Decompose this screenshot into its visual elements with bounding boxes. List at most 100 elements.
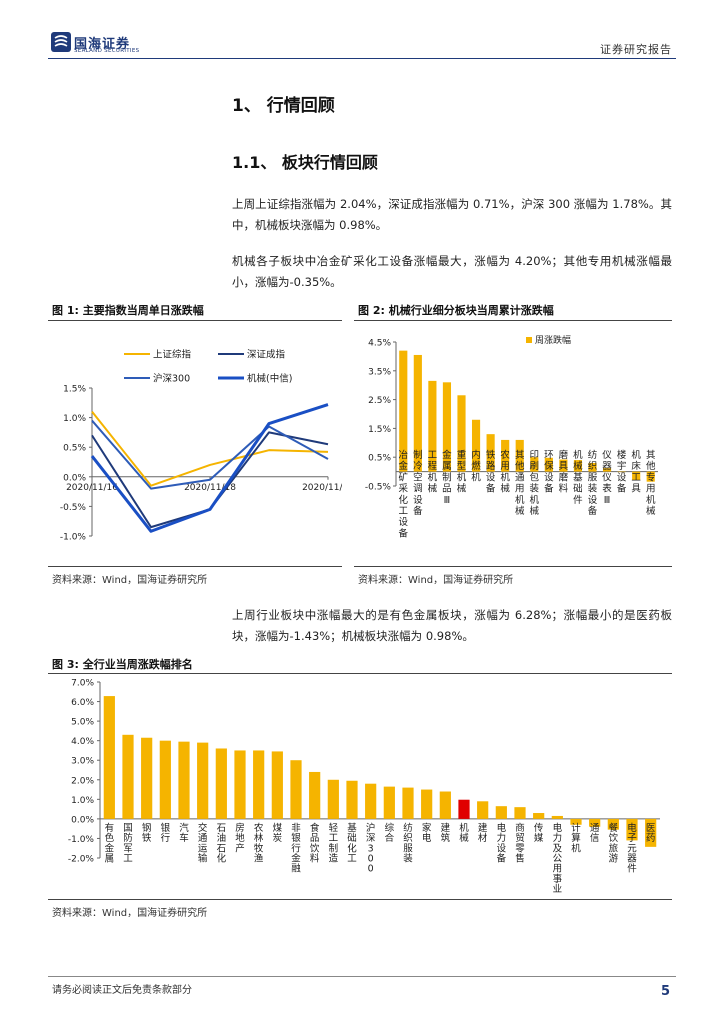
y-tick-label: 5.0% <box>71 718 94 728</box>
figure-2-top-rule <box>354 320 672 321</box>
category-label: 纺织服装 <box>403 822 413 865</box>
bar-印刷包装机械 <box>530 457 539 472</box>
company-logo <box>50 30 142 56</box>
category-label: 电力设备 <box>497 822 507 865</box>
x-tick-label: 2020/11/20 <box>302 483 342 493</box>
paragraph-index-summary: 上周上证综指涨幅为 2.04%，深证成指涨幅为 0.71%，沪深 300 涨幅为… <box>232 197 672 232</box>
paragraph-subsector-summary: 机械各子板块中冶金矿采化工设备涨幅最大，涨幅为 4.20%；其他专用机械涨幅最小… <box>232 254 672 289</box>
disclaimer-note: 请务必阅读正文后免责条款部分 <box>52 985 192 996</box>
figure-2-bottom-rule <box>354 566 672 567</box>
category-label: 沪深 3 0 0 <box>366 822 376 875</box>
category-label: 建材 <box>478 822 488 844</box>
bar-综合 <box>383 786 395 819</box>
subsection-heading: 1.1、 板块行情回顾 <box>232 153 378 172</box>
bar-环保设备 <box>544 457 553 472</box>
bar-工程机械 <box>428 380 437 472</box>
category-label: 纺织服装设备 <box>588 449 598 517</box>
bar-机械基础件 <box>573 460 583 472</box>
bar-交通运输 <box>197 742 209 819</box>
bar-电力设备 <box>495 806 507 819</box>
bar-电子元器件 <box>626 818 638 841</box>
category-label: 计算机 <box>571 822 581 854</box>
bar-金属制品Ⅲ <box>442 382 452 472</box>
legend-label: 深证成指 <box>247 349 286 361</box>
bar-家电 <box>421 789 433 819</box>
category-label: 内燃机 <box>471 449 481 483</box>
bar-机械 <box>458 799 470 819</box>
x-tick-label: 2020/11/16 <box>66 483 118 493</box>
category-label: 交通运输 <box>198 822 208 865</box>
y-tick-label: -0.5% <box>60 503 87 513</box>
bar-磨具磨料 <box>559 459 568 472</box>
category-label: 基础化工 <box>347 822 357 865</box>
category-label: 铁路设备 <box>486 449 496 495</box>
figure-1-bottom-rule <box>48 566 342 567</box>
section-heading: 1、 行情回顾 <box>232 96 335 116</box>
category-label: 磨具磨料 <box>559 450 569 495</box>
y-tick-label: 1.0% <box>63 414 86 424</box>
index-line-chart: 1.5% 1.0% 0.5% 0.0% -0.5% -1.0% 2020/11/16 2020… <box>60 349 342 543</box>
figure-3-title: 图 3: 全行业当周涨跌幅排名 <box>52 658 193 671</box>
y-tick-label: 4.5% <box>368 339 391 349</box>
y-tick-label: -1.0% <box>68 835 95 845</box>
y-tick-label: 0.5% <box>368 454 391 464</box>
industry-ranking-bar-chart: 7.0% 6.0% 5.0% 4.0% 3.0% 2.0% 1.0% 0.0% -1.0% -2.… <box>68 679 660 895</box>
category-label: 仪器仪表 Ⅲ <box>602 450 612 506</box>
figure-1-source: 资料来源：Wind，国海证券研究所 <box>52 575 208 586</box>
x-tick-label: 2020/11/18 <box>184 483 236 493</box>
bar-铁路设备 <box>486 434 495 472</box>
y-tick-label: -1.0% <box>60 533 87 543</box>
category-label: 银行 <box>161 822 171 844</box>
category-label: 印刷包装机械 <box>530 449 540 517</box>
category-label: 石油石化 <box>217 823 227 865</box>
y-tick-label: 1.0% <box>71 796 94 806</box>
legend-swatch <box>526 337 532 343</box>
bar-纺织服装 <box>402 787 414 819</box>
bar-餐饮旅游 <box>607 818 619 830</box>
y-tick-label: 1.5% <box>63 385 86 395</box>
category-label: 传媒 <box>534 822 544 844</box>
bar-计算机 <box>570 818 582 825</box>
category-label: 电力及公用事业 <box>553 822 563 895</box>
category-label: 农用机械 <box>500 449 510 495</box>
bar-煤炭 <box>271 751 283 819</box>
bar-其他专用机械 <box>646 471 655 482</box>
paragraph-industry-summary: 上周行业板块中涨幅最大的是有色金属板块，涨幅为 6.28%；涨幅最小的是医药板块… <box>232 608 672 643</box>
category-label: 国防军工 <box>123 823 133 865</box>
category-label: 煤炭 <box>273 822 283 844</box>
category-label: 其他通用机械 <box>515 450 525 517</box>
legend-label: 机械(中信) <box>247 373 292 385</box>
bar-商贸零售 <box>514 807 526 819</box>
report-type-label: 证券研究报告 <box>600 43 672 56</box>
figure-2-source: 资料来源：Wind，国海证券研究所 <box>358 575 514 586</box>
figure-2-title: 图 2: 机械行业细分板块当周累计涨跌幅 <box>358 304 554 317</box>
figure-1-top-rule <box>48 320 342 321</box>
bar-汽车 <box>178 741 190 819</box>
figure-1-title: 图 1: 主要指数当周单日涨跌幅 <box>52 304 204 317</box>
category-label: 建筑 <box>441 822 451 844</box>
bar-石油石化 <box>215 748 227 819</box>
logo-mark-icon <box>51 32 71 52</box>
category-label: 通信 <box>590 823 600 844</box>
series-line-机械(中信) <box>90 403 329 533</box>
category-label: 有色金属 <box>105 822 115 865</box>
bar-农林牧渔 <box>253 750 265 819</box>
bar-食品饮料 <box>309 771 321 819</box>
bar-房地产 <box>234 750 246 819</box>
machinery-subsector-bar-chart: 4.5% 3.5% 2.5% 1.5% 0.5% -0.5% 冶金矿采化工设备制冷空调设备工… <box>365 334 658 539</box>
page-number: 5 <box>660 984 670 999</box>
bar-国防军工 <box>122 734 134 819</box>
y-tick-label: 4.0% <box>71 737 94 747</box>
category-label: 制冷空调设备 <box>413 449 423 517</box>
bar-建材 <box>477 801 489 819</box>
category-label: 食品饮料 <box>310 822 320 865</box>
y-tick-label: 7.0% <box>71 679 94 689</box>
category-label: 其他专用机械 <box>646 450 656 517</box>
category-label: 工程机械 <box>428 450 438 495</box>
bar-非银行金融 <box>290 760 302 819</box>
category-label: 环保设备 <box>544 450 554 495</box>
logo-english-name: SEALAND SECURITIES <box>74 48 140 54</box>
y-tick-label: 0.0% <box>71 815 94 825</box>
legend-label: 上证综指 <box>153 349 192 361</box>
bar-冶金矿采化工设备 <box>399 350 408 472</box>
